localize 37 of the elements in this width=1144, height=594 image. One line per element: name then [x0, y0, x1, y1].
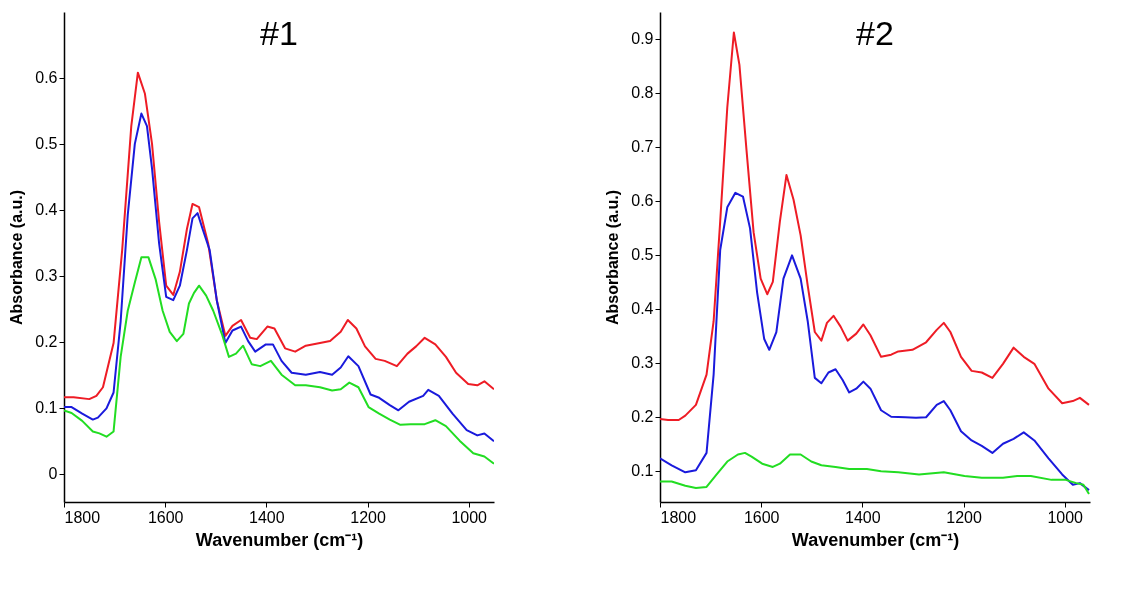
y-tick-label: 0.3: [35, 267, 58, 285]
y-tick-label: 0.5: [35, 135, 58, 153]
chart-title: #2: [856, 14, 894, 52]
y-tick-label: 0.1: [631, 462, 654, 480]
x-tick-label: 1000: [451, 508, 488, 526]
line-series: [660, 191, 1090, 492]
line-series: [64, 256, 494, 465]
y-tick-label: 0.8: [631, 84, 654, 102]
y-tick-label: 0.2: [35, 333, 58, 351]
y-tick-label: 0: [48, 465, 58, 483]
y-tick-label: 0.6: [631, 192, 654, 210]
x-axis-title: Wavenumber (cm⁻¹): [195, 529, 364, 550]
line-series: [64, 71, 494, 401]
x-axis-title: Wavenumber (cm⁻¹): [791, 529, 960, 550]
y-tick-label: 0.2: [631, 408, 654, 426]
x-tick-label: 1600: [147, 508, 184, 526]
x-tick-label: 1400: [845, 508, 881, 526]
y-tick-label: 0.4: [631, 300, 654, 318]
x-tick-label: 1000: [1047, 508, 1084, 526]
chart-title: #1: [260, 14, 298, 52]
x-tick-label: 1800: [64, 508, 101, 526]
x-tick-label: 1200: [946, 508, 982, 526]
x-tick-label: 1800: [660, 508, 697, 526]
y-tick-label: 0.6: [35, 69, 58, 87]
x-tick-label: 1600: [743, 508, 780, 526]
y-tick-label: 0.1: [35, 399, 58, 417]
y-tick-label: 0.9: [631, 30, 654, 48]
x-tick-label: 1400: [249, 508, 285, 526]
line-series: [64, 112, 494, 443]
y-tick-label: 0.7: [631, 138, 654, 156]
y-axis-title: Absorbance (a.u.): [604, 189, 622, 326]
x-tick-label: 1200: [350, 508, 386, 526]
y-tick-label: 0.4: [35, 201, 58, 219]
y-tick-label: 0.3: [631, 354, 654, 372]
line-series: [660, 451, 1090, 495]
y-axis-title: Absorbance (a.u.): [8, 189, 26, 326]
y-tick-label: 0.5: [631, 246, 654, 264]
